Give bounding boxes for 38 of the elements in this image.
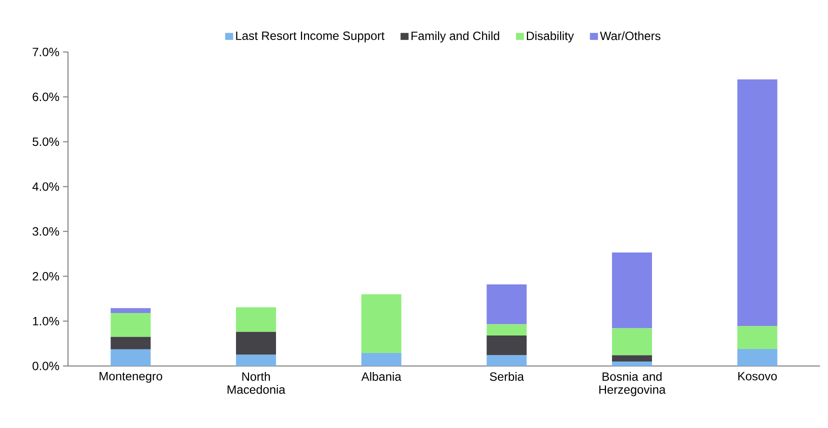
legend-label: War/Others — [600, 31, 660, 40]
bar — [486, 284, 527, 324]
x-tick-label: Montenegro — [100, 372, 162, 383]
legend-label: Last Resort Income Support — [236, 31, 384, 42]
y-tick-label: 3.0% — [32, 227, 60, 236]
legend-label: Disability — [526, 31, 574, 43]
bar — [236, 307, 276, 332]
bar — [110, 336, 151, 350]
x-tick-label: Kosovo — [738, 372, 777, 380]
y-tick-label: 1.0% — [33, 316, 60, 326]
bar — [236, 354, 276, 366]
y-tick-label: 0.0% — [32, 362, 60, 370]
x-tick-label: North Macedonia — [228, 372, 286, 394]
bar — [737, 326, 778, 349]
y-tick-label: 2.0% — [32, 272, 60, 281]
bar — [486, 355, 527, 366]
bar — [612, 328, 652, 356]
x-tick-label: Bosnia and Herzegovina — [599, 372, 666, 396]
y-tick-label: 7.0% — [32, 48, 60, 56]
x-tick-label: Serbia — [490, 372, 524, 381]
x-tick-label: Albania — [361, 372, 402, 381]
bar — [110, 313, 151, 337]
bar — [110, 349, 151, 366]
bar — [361, 352, 402, 366]
bar — [612, 252, 652, 328]
bar — [612, 355, 652, 362]
y-tick-label: 4.0% — [32, 182, 60, 191]
bar — [737, 79, 778, 326]
bar — [737, 348, 778, 366]
bar — [110, 308, 151, 314]
y-tick-label: 6.0% — [32, 92, 60, 102]
bar — [486, 324, 527, 336]
bar — [486, 335, 527, 356]
legend-label: Family and Child — [412, 31, 500, 43]
bar — [361, 294, 402, 353]
bar — [612, 362, 652, 366]
bar — [236, 332, 276, 355]
y-tick-label: 5.0% — [32, 137, 60, 146]
